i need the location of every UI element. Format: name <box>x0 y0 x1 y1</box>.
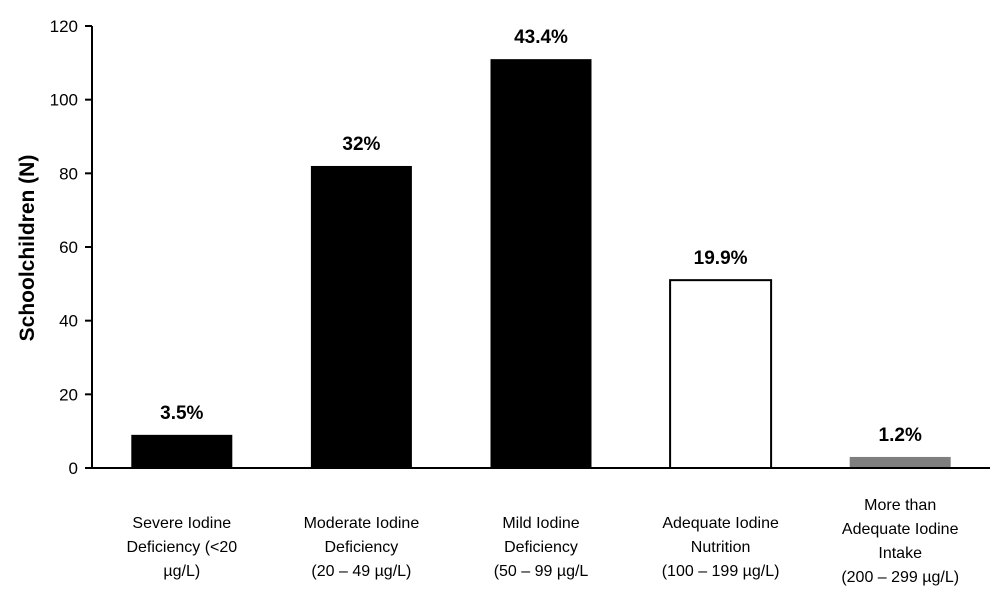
y-axis: 0 20 40 60 80 100 120 <box>50 17 93 478</box>
bar <box>669 279 773 469</box>
x-tick-label-line: Adequate Iodine <box>842 521 959 538</box>
x-tick-label-line: µg/L) <box>163 563 200 580</box>
bar <box>490 59 592 469</box>
bars: 3.5% 32% 43.4% 19.9% 1.2% <box>131 27 951 469</box>
x-tick-label-line: (20 – 49 µg/L) <box>311 563 411 580</box>
x-tick-label: Mild Iodine Deficiency (50 – 99 µg/L <box>494 515 589 580</box>
y-tick-label: 40 <box>59 312 78 331</box>
x-tick-label-line: Intake <box>878 545 922 562</box>
x-tick-label-line: More than <box>864 497 936 514</box>
x-tick-label-line: Deficiency <box>324 539 398 556</box>
data-label: 1.2% <box>879 425 922 446</box>
x-tick-label-line: (100 – 199 µg/L) <box>662 563 780 580</box>
x-tick-label: More than Adequate Iodine Intake (200 – 299… <box>841 497 959 586</box>
y-tick-label: 120 <box>50 17 78 36</box>
bar <box>849 456 951 468</box>
y-tick-label: 100 <box>50 91 78 110</box>
y-axis-label: Schoolchildren (N) <box>16 155 39 342</box>
x-tick-label-line: Mild Iodine <box>502 515 579 532</box>
data-label: 32% <box>342 134 380 155</box>
bar <box>131 434 233 468</box>
data-label: 3.5% <box>160 403 203 424</box>
x-tick-label-line: Deficiency <box>504 539 578 556</box>
x-tick-label-line: Nutrition <box>691 539 751 556</box>
x-tick-label-line: Moderate Iodine <box>304 515 420 532</box>
x-tick-label-line: (50 – 99 µg/L <box>494 563 589 580</box>
y-tick-label: 20 <box>59 385 78 404</box>
x-tick-label-line: Deficiency (<20 <box>126 539 237 556</box>
data-label: 43.4% <box>514 27 568 48</box>
x-tick-label: Severe Iodine Deficiency (<20 µg/L) <box>126 515 237 580</box>
x-tick-label-line: (200 – 299 µg/L) <box>841 569 959 586</box>
x-tick-label: Adequate Iodine Nutrition (100 – 199 µg/L) <box>662 515 780 580</box>
y-tick-label: 60 <box>59 238 78 257</box>
x-tick-label-line: Severe Iodine <box>132 515 231 532</box>
bar <box>310 165 412 468</box>
data-label: 19.9% <box>694 248 748 269</box>
y-tick-label: 0 <box>69 459 78 478</box>
x-tick-label: Moderate Iodine Deficiency (20 – 49 µg/L) <box>304 515 420 580</box>
x-tick-label-line: Adequate Iodine <box>662 515 779 532</box>
y-tick-label: 80 <box>59 164 78 183</box>
x-axis: Severe Iodine Deficiency (<20 µg/L) Moderat… <box>92 467 990 586</box>
